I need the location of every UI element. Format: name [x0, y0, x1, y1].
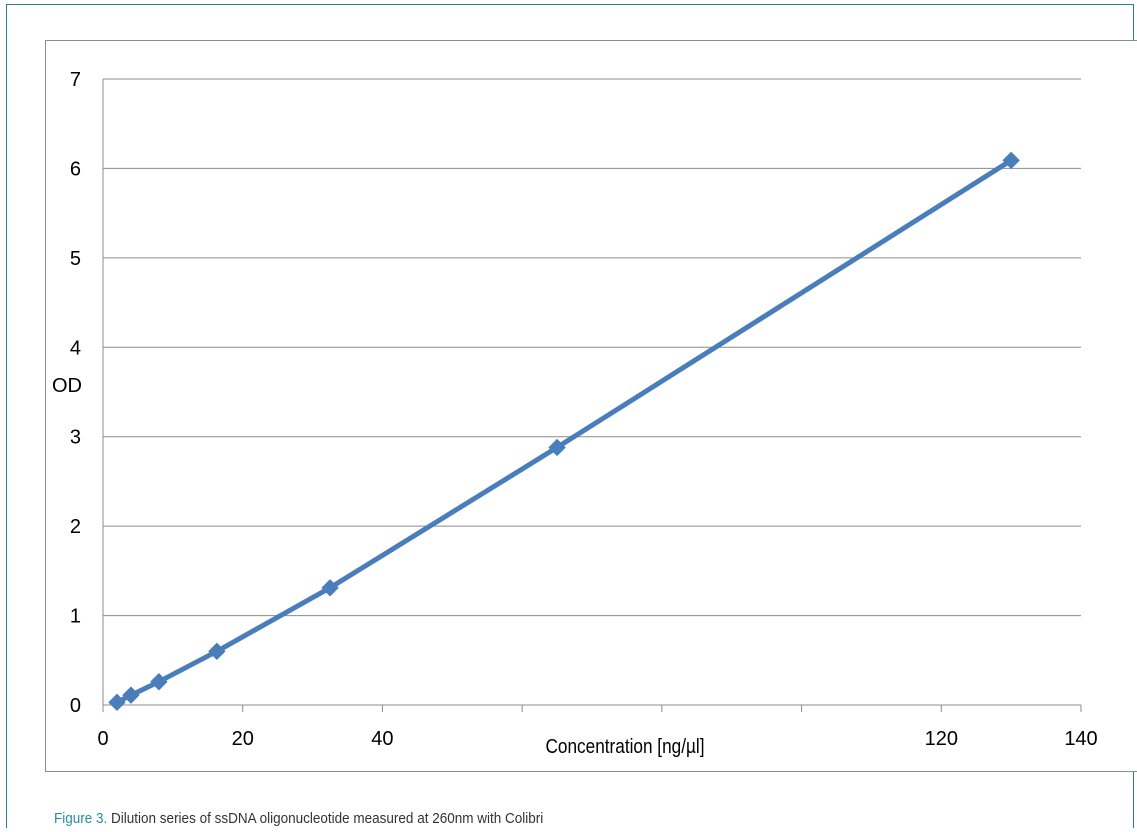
chart-area [45, 40, 1137, 772]
x-tick-label: 40 [371, 728, 393, 750]
data-point-marker [1002, 151, 1020, 170]
y-tick-label: 7 [70, 69, 81, 91]
y-tick-label: 4 [70, 337, 81, 359]
y-tick-label: 1 [70, 606, 81, 628]
y-axis-title: OD [52, 375, 82, 397]
tick-labels: 01234567020400120140 [70, 69, 1098, 750]
figure-caption: Figure 3. Dilution series of ssDNA oligo… [54, 810, 543, 827]
data-point-marker [108, 693, 126, 712]
y-tick-label: 3 [70, 427, 81, 449]
x-tick-label: 0 [97, 728, 108, 750]
x-tick-label: 120 [925, 728, 958, 750]
y-tick-label: 6 [70, 158, 81, 180]
x-axis-label-backdrop [506, 715, 810, 771]
axes [102, 79, 1082, 712]
y-tick-label: 2 [70, 516, 81, 538]
figure-caption-text: Dilution series of ssDNA oligonucleotide… [107, 810, 544, 827]
data-point-marker [122, 686, 140, 704]
data-point-marker [548, 438, 566, 457]
x-tick-label: 140 [1064, 728, 1097, 750]
data-point-marker [321, 579, 339, 597]
x-axis-title: Concentration [ng/µl] [546, 735, 705, 758]
y-tick-label: 5 [70, 248, 81, 270]
series-group [108, 151, 1020, 712]
data-point-marker [208, 642, 226, 661]
data-point-marker [150, 673, 168, 691]
gridlines [103, 78, 1081, 617]
x-tick-label: 20 [232, 728, 254, 750]
y-tick-label: 0 [70, 695, 81, 717]
series-line [114, 157, 1014, 705]
figure-caption-label: Figure 3. [54, 810, 108, 827]
